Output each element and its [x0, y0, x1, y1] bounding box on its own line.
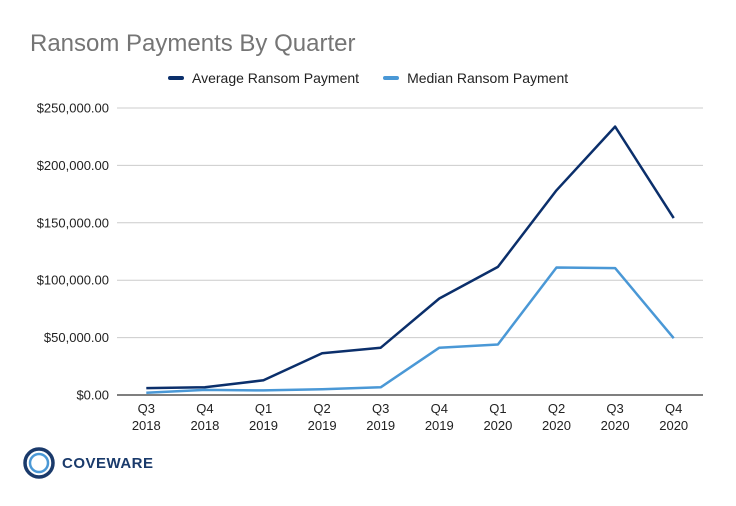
x-tick-label: 2018: [190, 418, 219, 433]
x-tick-label: Q1: [255, 401, 272, 416]
x-tick-label: Q4: [665, 401, 682, 416]
y-tick-label: $0.00: [76, 388, 109, 403]
gridlines: [117, 107, 703, 396]
y-tick-label: $150,000.00: [37, 215, 109, 230]
x-tick-label: Q3: [606, 401, 623, 416]
logo-text: COVEWARE: [62, 454, 154, 472]
x-tick-label: 2020: [601, 418, 630, 433]
x-tick-label: 2020: [483, 418, 512, 433]
legend-swatch-average: [168, 76, 184, 80]
legend-swatch-median: [383, 76, 400, 80]
x-tick-label: 2019: [308, 418, 337, 433]
x-tick-label: Q3: [138, 401, 155, 416]
x-tick-label: 2019: [425, 418, 454, 433]
x-tick-label: Q1: [489, 401, 506, 416]
series-line-median: [146, 266, 675, 394]
x-tick-label: 2018: [132, 418, 161, 433]
x-tick-label: Q4: [196, 401, 213, 416]
x-tick-label: 2020: [659, 418, 688, 433]
x-tick-label: Q2: [548, 401, 565, 416]
legend-item-average: Average Ransom Payment: [168, 70, 359, 86]
legend-label-median: Median Ransom Payment: [407, 70, 569, 86]
series-line-average: [146, 125, 675, 390]
y-tick-label: $100,000.00: [37, 273, 109, 288]
x-tick-label: Q4: [431, 401, 448, 416]
x-tick-label: Q3: [372, 401, 389, 416]
y-axis-ticks: $0.00 $50,000.00 $100,000.00 $150,000.00 $20…: [37, 101, 109, 403]
x-tick-label: Q2: [313, 401, 330, 416]
chart-legend: Average Ransom Payment Median Ransom Pay…: [168, 70, 592, 86]
x-tick-label: 2019: [366, 418, 395, 433]
y-tick-label: $200,000.00: [37, 158, 109, 173]
x-tick-label: 2020: [542, 418, 571, 433]
x-axis-ticks: Q3 2018 Q4 2018 Q1 2019 Q2 2019 Q3 2019 Q4 2019 Q1 20…: [132, 401, 688, 433]
coveware-ring-logo-icon: [23, 447, 55, 479]
x-tick-label: 2019: [249, 418, 278, 433]
legend-item-median: Median Ransom Payment: [383, 70, 568, 86]
chart-title: Ransom Payments By Quarter: [30, 30, 356, 57]
y-tick-label: $250,000.00: [37, 101, 109, 116]
legend-label-average: Average Ransom Payment: [192, 70, 360, 86]
y-tick-label: $50,000.00: [44, 330, 109, 345]
series-lines: [146, 125, 675, 394]
coveware-logo: COVEWARE: [22, 446, 154, 480]
